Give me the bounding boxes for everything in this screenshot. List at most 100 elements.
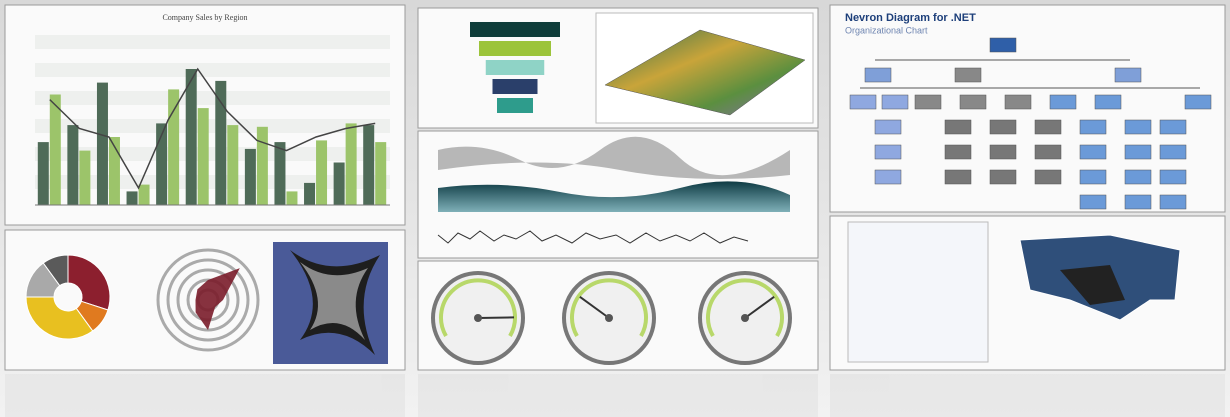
bar xyxy=(138,184,150,205)
gauge-needle xyxy=(744,296,775,319)
bar xyxy=(37,142,49,205)
gauge-hub xyxy=(605,314,613,322)
bar xyxy=(67,125,79,205)
funnel-segment xyxy=(497,98,533,113)
org-node xyxy=(1034,169,1062,185)
gauge-arc xyxy=(570,278,648,338)
donut-slice xyxy=(25,296,94,340)
radar-ring xyxy=(156,248,260,352)
org-node xyxy=(944,144,972,160)
diagram-title: Nevron Diagram for .NET xyxy=(845,12,976,24)
org-node xyxy=(989,144,1017,160)
bar xyxy=(286,191,298,205)
org-node xyxy=(1079,144,1107,160)
grid-band xyxy=(35,63,390,77)
bar xyxy=(363,125,375,205)
bar xyxy=(256,126,268,205)
bar xyxy=(244,148,256,205)
gauge-needle xyxy=(579,296,610,319)
org-node xyxy=(1094,94,1122,110)
gauge-needle xyxy=(477,316,515,319)
org-node xyxy=(1034,119,1062,135)
grid-band xyxy=(35,35,390,49)
bar xyxy=(345,123,357,205)
funnel-segment xyxy=(479,41,551,56)
gauge-hub xyxy=(474,314,482,322)
org-node xyxy=(874,169,902,185)
org-node xyxy=(1034,144,1062,160)
gauge-hub xyxy=(741,314,749,322)
grid-band xyxy=(35,147,390,161)
bar xyxy=(49,94,61,205)
grid-band xyxy=(35,175,390,189)
bar xyxy=(197,108,209,205)
org-node xyxy=(944,119,972,135)
bar xyxy=(215,80,227,205)
funnel-segment xyxy=(492,79,538,94)
org-node xyxy=(1159,119,1187,135)
bar xyxy=(126,191,138,205)
donut-slice xyxy=(67,254,111,311)
radar-ring xyxy=(166,258,250,342)
grid-band xyxy=(35,119,390,133)
org-node xyxy=(1159,169,1187,185)
area xyxy=(438,181,790,212)
band-area xyxy=(438,136,790,179)
org-node xyxy=(849,94,877,110)
org-node xyxy=(864,67,892,83)
diagram-frame xyxy=(847,221,989,363)
org-node xyxy=(1004,94,1032,110)
bar xyxy=(108,137,120,205)
chart-title: Company Sales by Region xyxy=(162,13,247,22)
bar xyxy=(333,162,345,205)
grid-band xyxy=(35,91,390,105)
reflection-panel xyxy=(830,374,1225,417)
radar-area xyxy=(195,268,240,330)
org-node xyxy=(989,169,1017,185)
org-chart xyxy=(849,37,1212,210)
org-node xyxy=(1124,169,1152,185)
funnel-segment xyxy=(470,22,560,37)
org-node xyxy=(874,119,902,135)
org-node xyxy=(1159,144,1187,160)
bar xyxy=(168,89,180,205)
bar xyxy=(316,140,328,205)
gauge-arc xyxy=(706,278,784,338)
bar xyxy=(227,125,239,205)
bar xyxy=(304,182,316,205)
contour-band xyxy=(300,262,368,340)
bar xyxy=(79,150,91,205)
org-node xyxy=(1159,194,1187,210)
org-node xyxy=(874,144,902,160)
reflection xyxy=(5,374,1225,417)
org-node xyxy=(914,94,942,110)
diagram-subtitle: Organizational Chart xyxy=(845,25,928,35)
bar xyxy=(96,82,108,205)
surface xyxy=(604,29,806,116)
reflection-panel xyxy=(418,374,818,417)
org-node xyxy=(1124,119,1152,135)
gauge-arc xyxy=(439,278,517,338)
map-region xyxy=(1060,265,1125,305)
org-node xyxy=(1114,67,1142,83)
org-node xyxy=(1124,144,1152,160)
donut-slice xyxy=(42,254,69,287)
org-node xyxy=(1124,194,1152,210)
bar xyxy=(156,123,168,205)
line-series xyxy=(437,230,749,244)
org-node xyxy=(881,94,909,110)
org-node xyxy=(989,119,1017,135)
bar xyxy=(185,69,197,205)
bar xyxy=(274,142,286,205)
reflection-panel xyxy=(5,374,405,417)
org-node xyxy=(954,67,982,83)
org-node xyxy=(1079,169,1107,185)
org-node xyxy=(989,37,1017,53)
org-node xyxy=(1079,119,1107,135)
org-node xyxy=(1079,194,1107,210)
org-node xyxy=(1184,94,1212,110)
line xyxy=(49,67,376,190)
funnel-segment xyxy=(485,60,545,75)
org-node xyxy=(1049,94,1077,110)
